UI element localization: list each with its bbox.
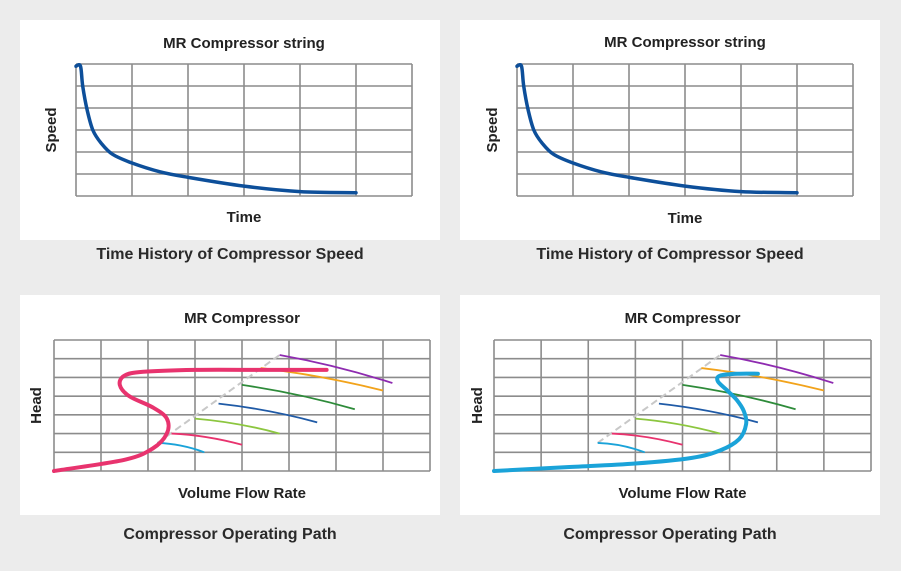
caption-top-right: Time History of Compressor Speed: [536, 246, 804, 263]
y-axis-label: Speed: [43, 107, 60, 152]
chart-title: MR Compressor: [625, 310, 741, 327]
chart-title: MR Compressor string: [163, 35, 325, 52]
y-axis-label: Speed: [484, 107, 501, 152]
x-axis-label: Time: [668, 210, 703, 227]
caption-top-left: Time History of Compressor Speed: [96, 246, 364, 263]
caption-bottom-right: Compressor Operating Path: [563, 526, 777, 543]
speed-line-2: [171, 432, 243, 446]
operating-path-line: [492, 371, 760, 473]
speed-line-6: [701, 367, 825, 392]
x-axis-label: Time: [227, 209, 262, 226]
chart-operating-path-right: MR Compressor Volume Flow Rate Head: [469, 310, 872, 502]
speed-line-3: [194, 417, 280, 435]
caption-bottom-left: Compressor Operating Path: [123, 526, 337, 543]
speed-line-4: [218, 402, 318, 424]
speed-line-5: [682, 384, 796, 411]
chart-speed-left: MR Compressor string Time Speed: [43, 35, 413, 226]
operating-path-line: [52, 367, 329, 473]
speed-line-1: [597, 442, 646, 454]
speed-line-3: [635, 417, 721, 435]
series-line-speed: [74, 63, 358, 195]
chart-speed-right: MR Compressor string Time Speed: [484, 34, 854, 227]
surge-line: [597, 354, 721, 444]
speed-line-1: [157, 442, 205, 454]
chart-title: MR Compressor: [184, 310, 300, 327]
speed-line-7: [279, 354, 393, 384]
speed-line-2: [611, 432, 683, 446]
speed-line-7: [720, 354, 834, 384]
chart-operating-path-left: MR Compressor Volume Flow Rate Head: [28, 310, 431, 502]
series-line-speed: [515, 63, 799, 195]
speed-line-5: [241, 384, 356, 411]
y-axis-label: Head: [469, 387, 486, 424]
x-axis-label: Volume Flow Rate: [618, 485, 746, 502]
x-axis-label: Volume Flow Rate: [178, 485, 306, 502]
chart-title: MR Compressor string: [604, 34, 766, 51]
y-axis-label: Head: [28, 387, 45, 424]
